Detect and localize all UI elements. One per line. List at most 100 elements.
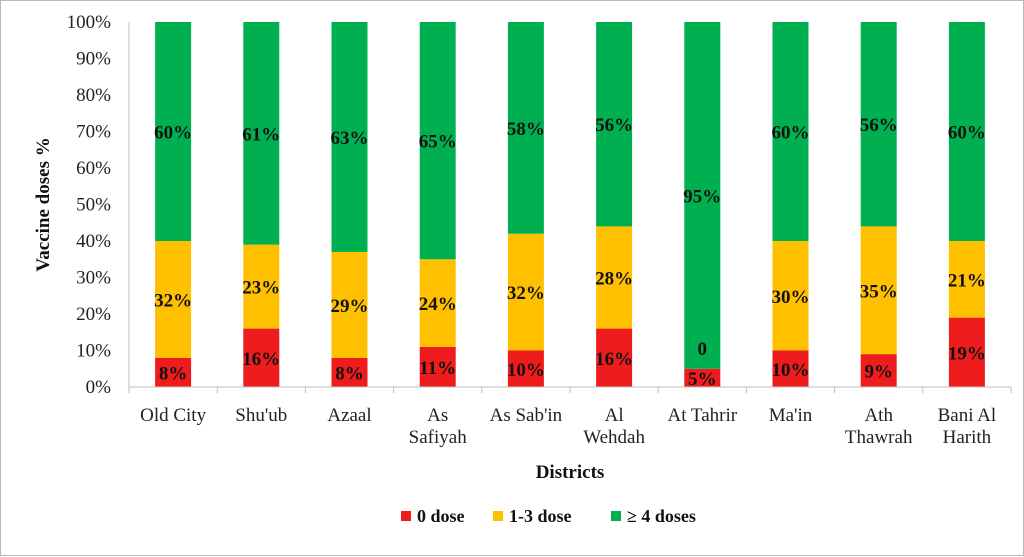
x-category-label: Safiyah bbox=[409, 427, 468, 448]
x-category-label: Azaal bbox=[327, 405, 371, 426]
bar-segment bbox=[596, 22, 633, 227]
bar-segment bbox=[331, 357, 368, 387]
data-label: 10% bbox=[772, 360, 810, 381]
bar-segment bbox=[596, 226, 633, 329]
legend-swatch bbox=[401, 511, 411, 521]
legend-swatch bbox=[493, 511, 503, 521]
data-label: 21% bbox=[948, 270, 986, 291]
data-label: 61% bbox=[242, 124, 280, 145]
y-tick-label: 50% bbox=[76, 195, 111, 216]
data-label: 60% bbox=[154, 123, 192, 144]
x-category-label: Thawrah bbox=[845, 427, 913, 448]
data-label: 95% bbox=[683, 186, 721, 207]
data-label: 56% bbox=[860, 115, 898, 136]
legend-swatch bbox=[611, 511, 621, 521]
legend: 0 dose 1-3 dose ≥ 4 doses bbox=[401, 506, 696, 526]
x-category-label: Bani Al bbox=[938, 405, 997, 426]
y-tick-label: 30% bbox=[76, 268, 111, 289]
bar-segment bbox=[331, 251, 368, 358]
y-tick-label: 100% bbox=[67, 12, 112, 33]
data-label: 24% bbox=[419, 294, 457, 315]
data-label: 10% bbox=[507, 360, 545, 381]
y-axis-title: Vaccine doses % bbox=[33, 137, 54, 271]
bar-segment bbox=[155, 357, 192, 387]
y-tick-label: 10% bbox=[76, 341, 111, 362]
data-label: 58% bbox=[507, 119, 545, 140]
data-label: 63% bbox=[331, 128, 369, 149]
bar-segment bbox=[948, 241, 985, 318]
data-label: 23% bbox=[242, 278, 280, 299]
bar-segment bbox=[507, 22, 544, 234]
data-label: 16% bbox=[242, 349, 280, 370]
bar-segment bbox=[772, 350, 809, 387]
bar-segment bbox=[419, 259, 456, 347]
data-label: 19% bbox=[948, 343, 986, 364]
data-label: 9% bbox=[864, 362, 893, 383]
bar-segment bbox=[860, 226, 897, 355]
bar-segment bbox=[243, 244, 280, 329]
data-label: 32% bbox=[507, 283, 545, 304]
data-label: 16% bbox=[595, 349, 633, 370]
data-label: 30% bbox=[772, 287, 810, 308]
bars bbox=[155, 22, 985, 387]
y-tick-label: 90% bbox=[76, 49, 111, 70]
bar-segment bbox=[948, 22, 985, 241]
x-category-label: Ath bbox=[864, 405, 893, 426]
x-category-label: Al bbox=[605, 405, 624, 426]
bar-segment bbox=[243, 22, 280, 245]
y-tick-label: 0% bbox=[86, 377, 112, 398]
x-category-label: As Sab'in bbox=[490, 405, 563, 426]
axes bbox=[128, 22, 1012, 393]
legend-label: 0 dose bbox=[417, 506, 465, 526]
data-label: 60% bbox=[772, 123, 810, 144]
bar-segment bbox=[419, 22, 456, 260]
bar-segment bbox=[419, 346, 456, 387]
x-axis-title: Districts bbox=[536, 462, 605, 483]
data-label: 56% bbox=[595, 115, 633, 136]
y-tick-label: 20% bbox=[76, 304, 111, 325]
bar-segment bbox=[684, 22, 721, 369]
x-category-label: At Tahrir bbox=[668, 405, 738, 426]
y-tick-label: 40% bbox=[76, 231, 111, 252]
bar-segment bbox=[860, 22, 897, 227]
data-label: 11% bbox=[419, 358, 456, 379]
x-category-label: Old City bbox=[140, 405, 206, 426]
data-label: 5% bbox=[688, 369, 717, 390]
bar-segment bbox=[507, 350, 544, 387]
data-label: 35% bbox=[860, 281, 898, 302]
x-category-label: Harith bbox=[943, 427, 992, 448]
bar-segment bbox=[948, 317, 985, 387]
x-category-label: Wehdah bbox=[583, 427, 645, 448]
bar-segment bbox=[243, 328, 280, 387]
bar-segment bbox=[155, 22, 192, 241]
data-label: 0 bbox=[698, 339, 708, 360]
data-label: 32% bbox=[154, 290, 192, 311]
bar-segment bbox=[507, 233, 544, 351]
bar-segment bbox=[772, 241, 809, 351]
data-labels: 8% 32% 60% 16% 23% 61% 8% 29% 63% 11% 24% 65% 10% 32%… bbox=[154, 115, 986, 390]
bar-segment bbox=[772, 22, 809, 241]
data-label: 60% bbox=[948, 123, 986, 144]
x-category-label: As bbox=[427, 405, 448, 426]
y-tick-label: 70% bbox=[76, 122, 111, 143]
bar-segment bbox=[860, 354, 897, 387]
bar-segment bbox=[684, 368, 721, 387]
bar-segment bbox=[155, 241, 192, 358]
legend-label: ≥ 4 doses bbox=[627, 506, 696, 526]
bar-segment bbox=[331, 22, 368, 252]
data-label: 28% bbox=[595, 269, 633, 290]
y-tick-label: 80% bbox=[76, 85, 111, 106]
bar-segment bbox=[596, 328, 633, 387]
legend-label: 1-3 dose bbox=[509, 506, 572, 526]
data-label: 65% bbox=[419, 132, 457, 153]
x-category-label: Ma'in bbox=[769, 405, 813, 426]
data-label: 29% bbox=[331, 296, 369, 317]
y-axis-ticks: 0% 10% 20% 30% 40% 50% 60% 70% 80% 90% 100% bbox=[67, 12, 112, 398]
x-category-label: Shu'ub bbox=[235, 405, 287, 426]
data-label: 8% bbox=[335, 363, 364, 384]
y-tick-label: 60% bbox=[76, 158, 111, 179]
data-label: 8% bbox=[159, 363, 188, 384]
